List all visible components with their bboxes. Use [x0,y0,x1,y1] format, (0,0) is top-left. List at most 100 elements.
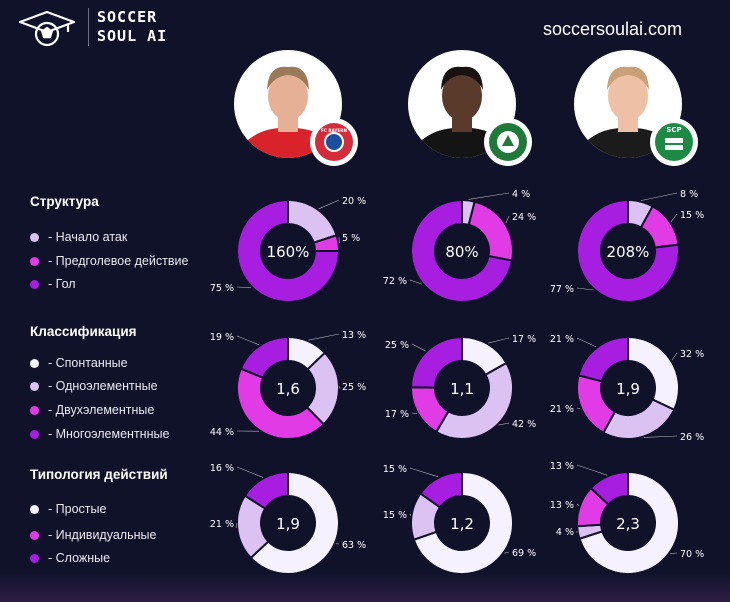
center-value: 1,2 [450,515,474,533]
legend-dot-lightest [30,504,39,514]
legend-item: - Одноэлементные [30,378,158,394]
data-label: 32 % [680,349,704,360]
leader-line [236,286,252,289]
legend-item: - Многоэлементнные [30,426,169,442]
donut-chart: 70 % 4 % 13 % 13 % 2,3 [550,461,704,575]
leader-line [409,467,439,478]
donut-chart: 63 % 21 % 16 % 1,9 [210,463,366,575]
legend-label: - Предголевое действие [48,254,189,268]
data-label: 69 % [512,548,536,559]
legend-label: - Многоэлементнные [48,427,170,441]
leader-line [235,522,238,528]
leader-line [498,422,510,426]
donut-segment [578,470,680,575]
data-label: 77 % [550,284,574,295]
club-badge-icon: SCP [650,118,698,166]
donut-segment [576,198,680,303]
leader-line [671,352,678,361]
leader-line [411,343,426,352]
legend-dot-light [30,232,39,242]
donut-chart: 8 % 15 % 77 % 208% [550,189,704,303]
soccer-ball-logo-icon [18,10,76,47]
leader-line [468,192,510,200]
leader-line [488,337,510,344]
donut-segment [410,198,514,303]
section-title-classification: Классификация [30,324,137,339]
legend-label: - Гол [48,277,76,291]
leader-line [411,412,417,414]
data-label: 21 % [550,334,574,345]
legend-label: - Одноэлементные [48,379,158,393]
data-label: 15 % [680,210,704,221]
center-value: 1,9 [276,515,300,533]
data-label: 4 % [556,527,574,538]
donut-segment [576,374,617,435]
donut-chart: 32 % 26 % 21 % 21 % 1,9 [550,334,704,443]
donut-chart: 13 % 25 % 44 % 19 % 1,6 [210,330,366,440]
leader-line [236,466,264,478]
brand-divider [88,8,89,46]
data-label: 25 % [342,382,366,393]
site-url[interactable]: soccersoulai.com [543,19,683,39]
brand-name-line1: SOCCER [97,8,158,26]
club-badge-text: SCP [666,126,681,134]
leader-line [576,503,580,506]
center-value: 208% [607,243,650,261]
legend-item: - Сложные [30,550,110,566]
leader-line [644,435,678,438]
center-value: 160% [267,243,310,261]
legend-label: - Сложные [48,551,111,565]
legend-item: - Предголевое действие [30,253,188,269]
data-label: 15 % [383,510,407,521]
club-badge-icon: FC BAYERN [310,118,358,166]
legend-item: - Индивидуальные [30,527,156,543]
donut-segment [243,470,289,510]
data-label: 42 % [512,419,536,430]
leader-line [504,551,510,554]
club-badge-text: FC BAYERN [321,128,348,133]
data-label: 13 % [550,500,574,511]
club-badge-icon [484,118,532,166]
leader-line [576,287,594,291]
donut-segment [236,367,326,440]
data-label: 44 % [210,427,234,438]
legend-label: - Спонтанные [48,356,128,370]
leader-line [338,385,341,389]
data-label: 19 % [210,332,234,343]
donut-chart: 17 % 42 % 17 % 25 % 1,1 [385,334,536,440]
center-value: 1,6 [276,380,300,398]
data-label: 13 % [342,330,366,341]
donut-segment [602,398,676,440]
legend-item: - Простые [30,501,106,517]
donut-segment [627,335,680,412]
donut-segment [589,470,629,506]
section-title-action-typology: Типология действий [30,467,168,482]
data-label: 13 % [550,461,574,472]
donut-segment [287,198,338,244]
legend-dot-pink [30,530,39,540]
donut-segment [249,470,340,575]
leader-line [576,337,597,348]
center-value: 1,9 [616,380,640,398]
brand-name: SOCCER SOUL AI [97,8,167,46]
donut-chart: 20 % 5 % 75 % 160% [210,196,366,303]
legend-item: - Двухэлементные [30,402,154,418]
legend-label: - Начало атак [48,230,128,244]
legend-dot-light [30,381,39,391]
donut-segment [434,361,514,440]
legend-dot-purple [30,553,39,563]
donut-segment [577,335,629,383]
data-label: 21 % [210,519,234,530]
data-label: 15 % [383,464,407,475]
data-label: 75 % [210,283,234,294]
donut-segment [239,335,289,380]
data-label: 17 % [512,334,536,345]
donut-segment [409,335,463,389]
legend-item: - Гол [30,276,76,292]
data-label: 8 % [680,189,698,200]
data-label: 20 % [342,196,366,207]
leader-line [308,333,340,341]
leader-line [505,215,510,224]
leader-line [409,279,423,285]
